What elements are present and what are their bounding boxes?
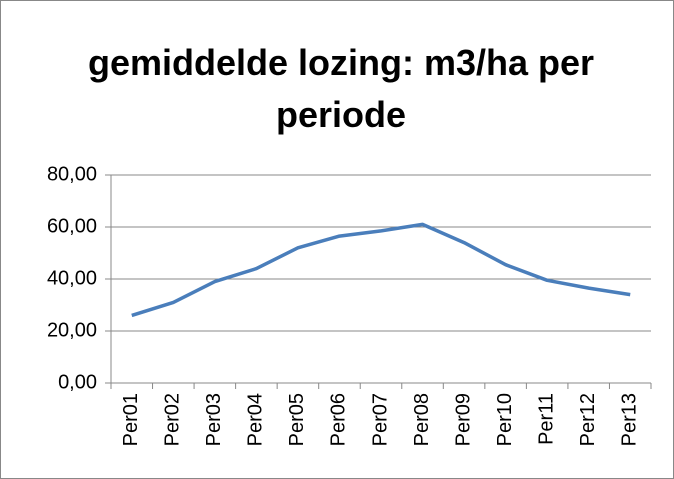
x-tick-label: Per07 bbox=[369, 393, 391, 446]
x-tick-label: Per10 bbox=[494, 393, 516, 446]
y-tick-label: 60,00 bbox=[47, 215, 97, 237]
y-tick-label: 20,00 bbox=[47, 319, 97, 341]
x-tick-label: Per04 bbox=[245, 393, 267, 446]
x-tick-label: Per12 bbox=[577, 393, 599, 446]
x-tick-label: Per01 bbox=[120, 393, 142, 446]
y-tick-label: 40,00 bbox=[47, 267, 97, 289]
x-tick-label: Per13 bbox=[619, 393, 641, 446]
x-tick-label: Per03 bbox=[203, 393, 225, 446]
x-tick-label: Per02 bbox=[162, 393, 184, 446]
chart-title: gemiddelde lozing: m3/ha per periode bbox=[87, 42, 595, 135]
x-tick-label: Per06 bbox=[328, 393, 350, 446]
x-tick-label: Per05 bbox=[286, 393, 308, 446]
y-tick-label: 80,00 bbox=[47, 163, 97, 185]
x-tick-label: Per09 bbox=[452, 393, 474, 446]
x-tick-label: Per11 bbox=[535, 393, 557, 445]
x-tick-label: Per08 bbox=[411, 393, 433, 446]
line bbox=[131, 222, 631, 318]
y-tick-label: 0,00 bbox=[58, 371, 97, 393]
